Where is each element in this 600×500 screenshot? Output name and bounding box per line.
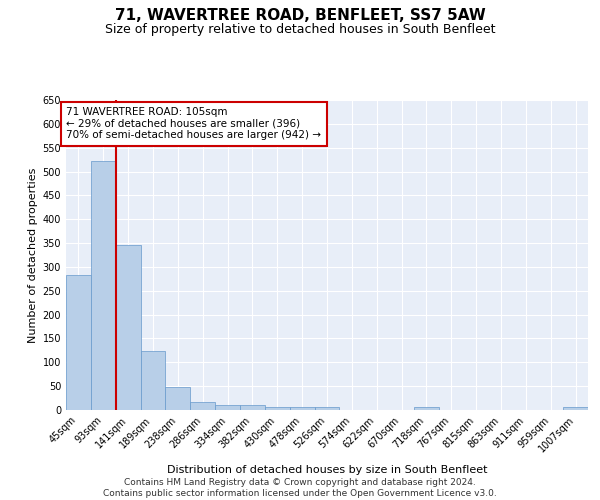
Bar bbox=[414, 407, 439, 410]
Text: Size of property relative to detached houses in South Benfleet: Size of property relative to detached ho… bbox=[105, 22, 495, 36]
Text: 71, WAVERTREE ROAD, BENFLEET, SS7 5AW: 71, WAVERTREE ROAD, BENFLEET, SS7 5AW bbox=[115, 8, 485, 22]
Y-axis label: Number of detached properties: Number of detached properties bbox=[28, 168, 38, 342]
Bar bbox=[140, 352, 166, 410]
Bar bbox=[215, 405, 240, 410]
Bar bbox=[190, 402, 215, 410]
X-axis label: Distribution of detached houses by size in South Benfleet: Distribution of detached houses by size … bbox=[167, 465, 487, 475]
Bar bbox=[265, 407, 290, 410]
Text: 71 WAVERTREE ROAD: 105sqm
← 29% of detached houses are smaller (396)
70% of semi: 71 WAVERTREE ROAD: 105sqm ← 29% of detac… bbox=[67, 107, 322, 140]
Bar bbox=[66, 275, 91, 410]
Bar bbox=[166, 386, 190, 410]
Bar bbox=[91, 161, 116, 410]
Bar bbox=[240, 405, 265, 410]
Bar bbox=[290, 406, 314, 410]
Bar bbox=[116, 244, 140, 410]
Bar bbox=[563, 407, 588, 410]
Bar bbox=[314, 406, 340, 410]
Text: Contains HM Land Registry data © Crown copyright and database right 2024.
Contai: Contains HM Land Registry data © Crown c… bbox=[103, 478, 497, 498]
